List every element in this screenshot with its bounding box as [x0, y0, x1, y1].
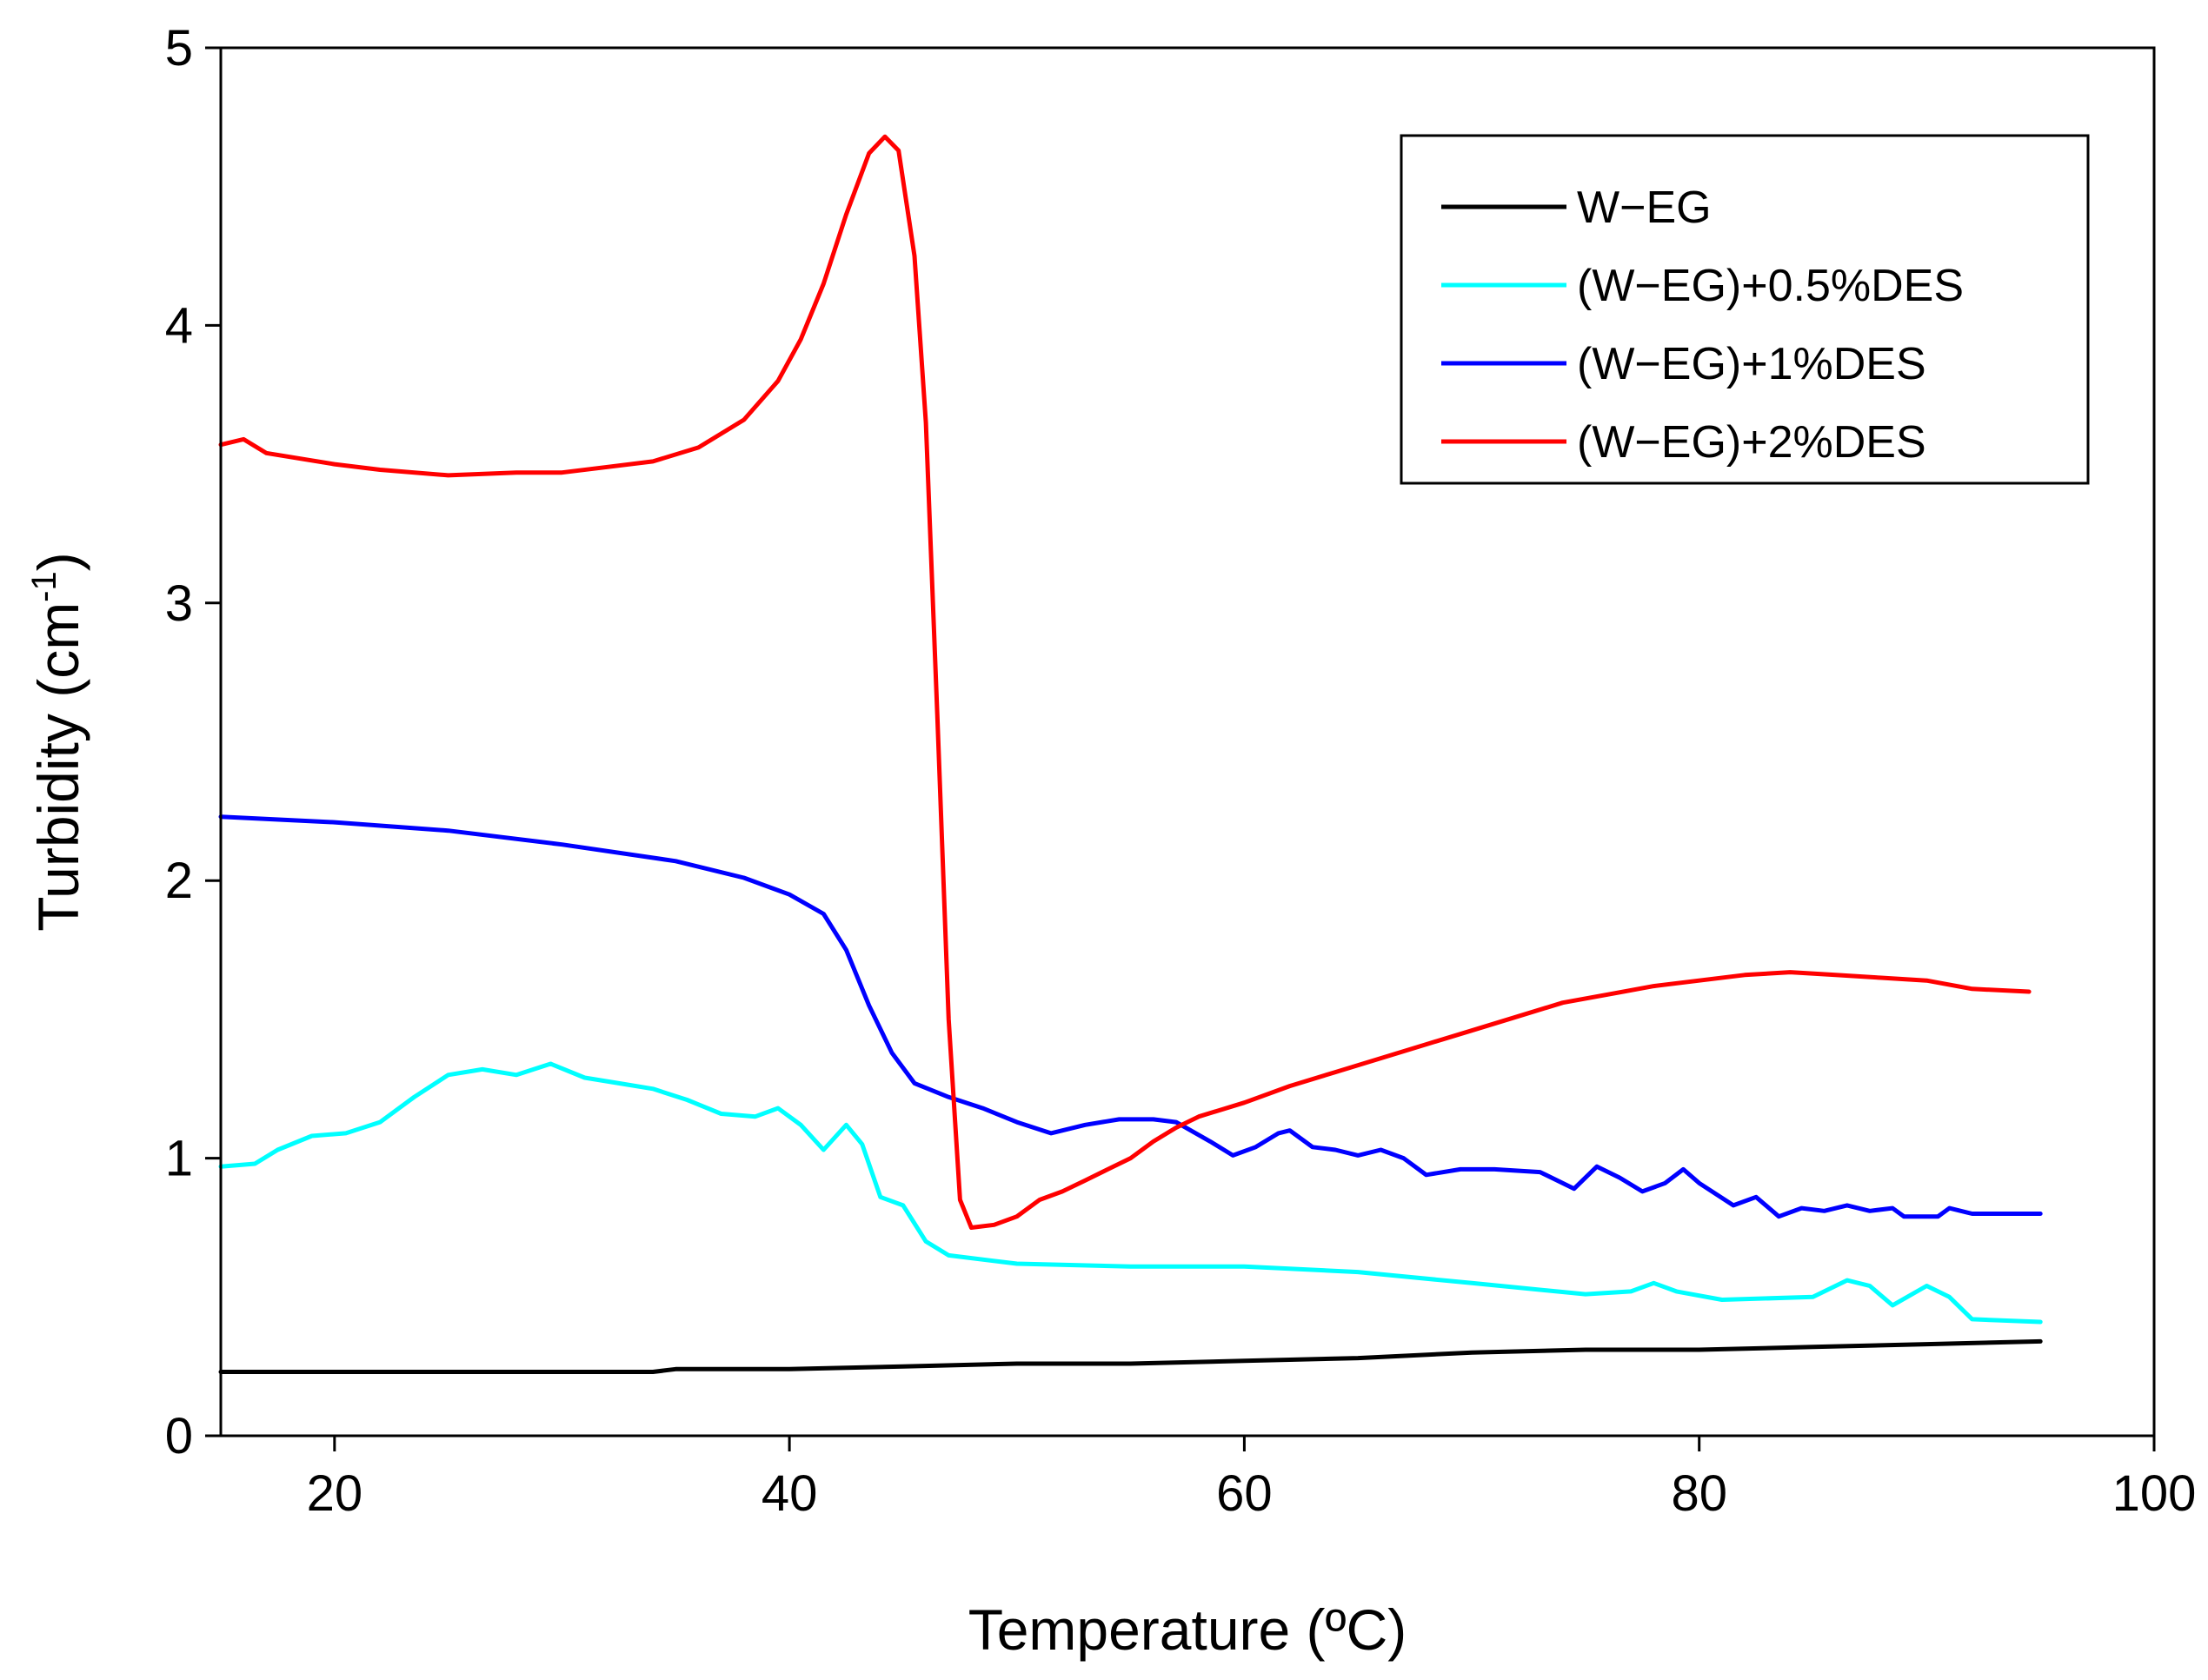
y-axis: 0 1 2 3 4 5 — [165, 20, 221, 1464]
y-tick-label: 5 — [165, 20, 193, 76]
y-axis-title-group: Turbidity (cm-1) — [25, 552, 90, 931]
y-tick-label: 1 — [165, 1131, 193, 1187]
y-tick-label: 3 — [165, 575, 193, 632]
x-tick-label: 60 — [1216, 1465, 1273, 1522]
y-axis-title-superscript: -1 — [25, 571, 63, 602]
plot-lines — [218, 134, 2043, 1374]
series-line-1 — [218, 1338, 2043, 1374]
x-axis: 20 40 60 80 100 — [307, 1436, 2197, 1522]
legend-label-2: (W−EG)+0.5%DES — [1577, 261, 1964, 311]
legend-entries: W−EG (W−EG)+0.5%DES (W−EG)+1%DES (W−EG)+2%D… — [1441, 183, 1964, 468]
x-tick-label: 100 — [2112, 1465, 2197, 1522]
y-tick-label: 2 — [165, 853, 193, 909]
series-line-2 — [218, 1061, 2043, 1325]
y-tick-label: 4 — [165, 297, 193, 354]
x-tick-label: 80 — [1671, 1465, 1727, 1522]
y-axis-title: Turbidity (cm-1) — [25, 552, 90, 931]
y-tick-label: 0 — [165, 1408, 193, 1464]
legend-box — [1400, 134, 2090, 485]
y-axis-title-main: Turbidity (cm — [26, 602, 90, 932]
x-axis-title: Temperature (ºC) — [968, 1597, 1407, 1662]
legend-label-3: (W−EG)+1%DES — [1577, 339, 1926, 389]
y-axis-title-close: ) — [26, 552, 90, 571]
legend-label-4: (W−EG)+2%DES — [1577, 417, 1926, 468]
x-tick-label: 20 — [307, 1465, 363, 1522]
plot-frame — [219, 46, 2156, 1438]
series-line-3 — [218, 814, 2043, 1219]
x-tick-label: 40 — [761, 1465, 818, 1522]
series-line-4 — [218, 134, 2032, 1230]
legend: W−EG (W−EG)+0.5%DES (W−EG)+1%DES (W−EG)+2%D… — [1400, 134, 2090, 485]
legend-label-1: W−EG — [1577, 183, 1712, 233]
